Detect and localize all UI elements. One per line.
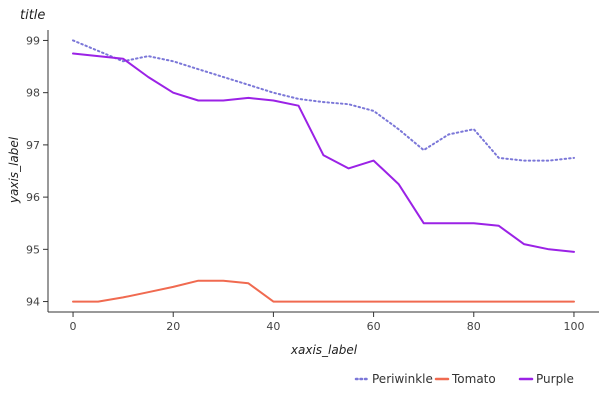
x-tick-label: 60	[367, 320, 381, 333]
x-tick-label: 80	[467, 320, 481, 333]
x-axis-label: xaxis_label	[290, 343, 358, 357]
y-tick-label: 98	[26, 87, 40, 100]
y-tick-label: 94	[26, 296, 40, 309]
y-axis-label: yaxis_label	[7, 136, 21, 204]
legend: Periwinkle Tomato Purple	[354, 372, 574, 386]
legend-label-tomato: Tomato	[451, 372, 496, 386]
x-tick-label: 0	[70, 320, 77, 333]
legend-label-periwinkle: Periwinkle	[372, 372, 433, 386]
x-tick-label: 100	[563, 320, 584, 333]
series-line-purple	[72, 52, 575, 253]
y-tick-label: 96	[26, 191, 40, 204]
plot-area	[72, 39, 575, 303]
x-tick-label: 20	[166, 320, 180, 333]
series-line-tomato	[72, 279, 575, 303]
series-line-periwinkle	[72, 39, 575, 162]
x-axis: 0 20 40 60 80 100	[48, 311, 599, 333]
y-tick-label: 99	[26, 34, 40, 47]
y-tick-label: 97	[26, 139, 40, 152]
y-axis: 94 95 96 97 98 99	[26, 30, 49, 312]
chart-title: title	[20, 8, 45, 23]
x-tick-label: 40	[266, 320, 280, 333]
legend-label-purple: Purple	[536, 372, 574, 386]
y-tick-label: 95	[26, 243, 40, 256]
